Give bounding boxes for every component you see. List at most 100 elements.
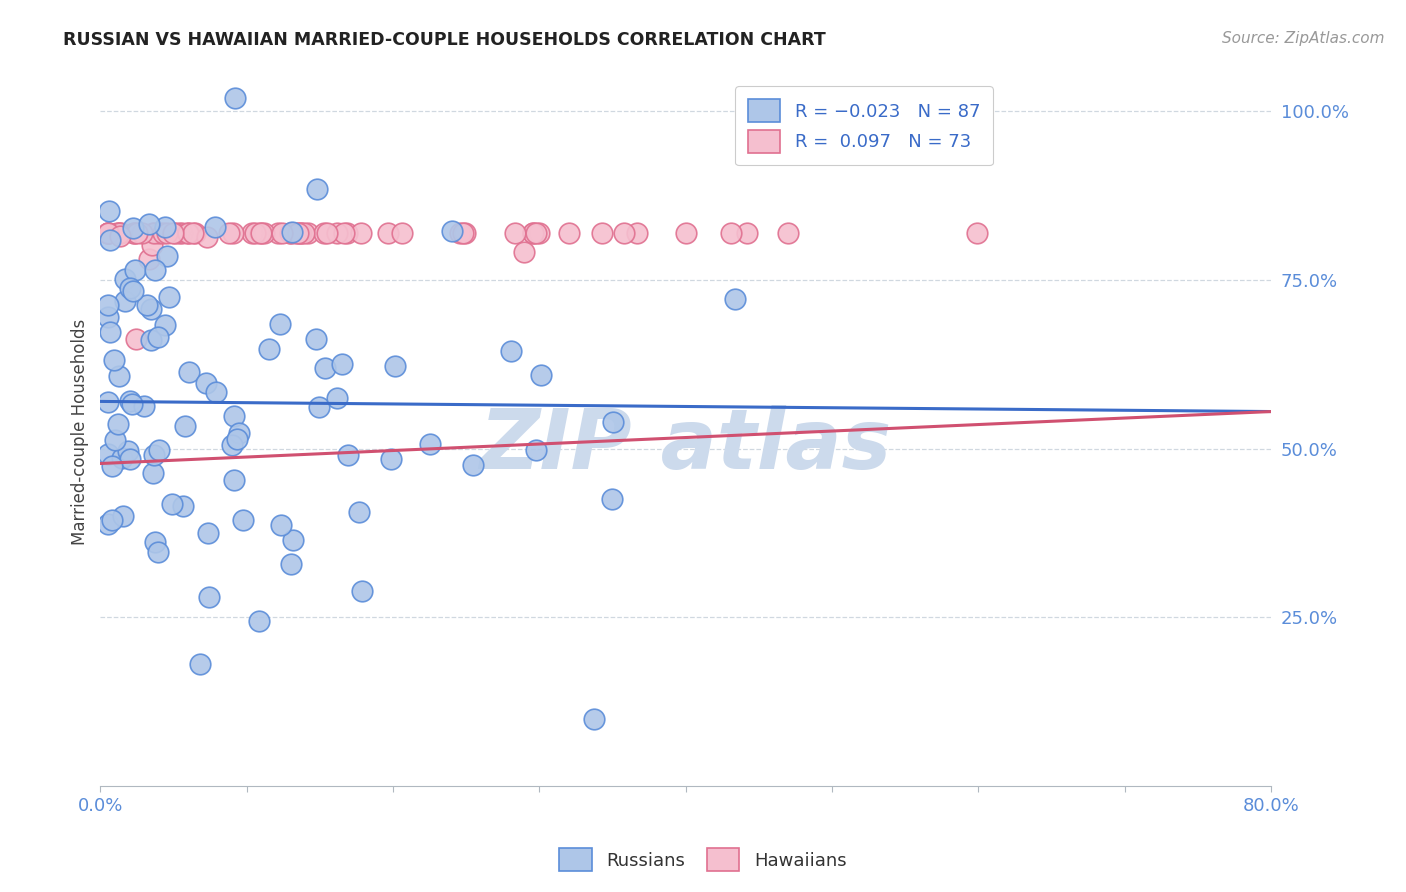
Point bbox=[108, 226, 131, 240]
Point bbox=[222, 226, 245, 240]
Point bbox=[257, 342, 280, 356]
Point bbox=[139, 301, 162, 316]
Point bbox=[529, 226, 551, 240]
Point bbox=[419, 436, 441, 450]
Point bbox=[121, 397, 143, 411]
Point bbox=[228, 426, 250, 441]
Point bbox=[267, 226, 290, 240]
Point bbox=[602, 416, 624, 430]
Point bbox=[288, 226, 311, 240]
Point bbox=[111, 509, 134, 524]
Point bbox=[176, 226, 198, 240]
Point bbox=[449, 226, 471, 240]
Point bbox=[350, 226, 373, 240]
Point bbox=[118, 280, 141, 294]
Point bbox=[330, 357, 353, 371]
Point bbox=[143, 263, 166, 277]
Point bbox=[97, 226, 120, 240]
Point bbox=[105, 226, 128, 240]
Point bbox=[522, 226, 544, 240]
Point bbox=[305, 182, 328, 196]
Point bbox=[308, 401, 330, 415]
Point bbox=[280, 226, 302, 240]
Point bbox=[108, 368, 131, 383]
Point bbox=[198, 590, 221, 604]
Point bbox=[120, 452, 142, 467]
Point bbox=[179, 365, 201, 379]
Point bbox=[184, 226, 207, 240]
Point bbox=[98, 204, 121, 219]
Point bbox=[292, 226, 315, 240]
Point bbox=[97, 226, 120, 240]
Point bbox=[314, 226, 336, 240]
Point bbox=[558, 226, 581, 240]
Point bbox=[162, 497, 184, 511]
Point bbox=[281, 533, 304, 548]
Point bbox=[97, 310, 120, 324]
Point bbox=[454, 226, 477, 240]
Point bbox=[316, 226, 339, 240]
Point bbox=[110, 226, 132, 240]
Point bbox=[97, 394, 120, 409]
Point bbox=[377, 226, 399, 240]
Point bbox=[148, 442, 170, 457]
Point bbox=[142, 226, 165, 240]
Point bbox=[165, 226, 187, 240]
Point bbox=[326, 392, 349, 406]
Point bbox=[305, 332, 328, 346]
Point bbox=[143, 534, 166, 549]
Point bbox=[626, 226, 648, 240]
Point bbox=[138, 217, 160, 231]
Point bbox=[114, 294, 136, 309]
Point bbox=[177, 226, 200, 240]
Point bbox=[118, 394, 141, 409]
Point bbox=[148, 226, 170, 240]
Point bbox=[720, 226, 742, 240]
Legend: Russians, Hawaiians: Russians, Hawaiians bbox=[553, 841, 853, 879]
Point bbox=[139, 333, 162, 347]
Point bbox=[124, 263, 146, 277]
Point bbox=[326, 226, 349, 240]
Point bbox=[125, 332, 148, 346]
Point bbox=[121, 285, 143, 299]
Point bbox=[108, 228, 131, 243]
Point bbox=[146, 544, 169, 558]
Point bbox=[108, 226, 131, 240]
Point bbox=[391, 226, 413, 240]
Text: RUSSIAN VS HAWAIIAN MARRIED-COUPLE HOUSEHOLDS CORRELATION CHART: RUSSIAN VS HAWAIIAN MARRIED-COUPLE HOUSE… bbox=[63, 31, 825, 49]
Point bbox=[221, 438, 243, 452]
Point bbox=[253, 226, 276, 240]
Point bbox=[505, 226, 527, 240]
Point bbox=[97, 297, 120, 311]
Point bbox=[380, 452, 402, 467]
Point bbox=[522, 226, 544, 240]
Point bbox=[524, 443, 547, 458]
Point bbox=[156, 249, 179, 263]
Text: Source: ZipAtlas.com: Source: ZipAtlas.com bbox=[1222, 31, 1385, 46]
Point bbox=[104, 433, 127, 447]
Point bbox=[195, 230, 218, 244]
Point bbox=[197, 525, 219, 540]
Point bbox=[167, 226, 190, 240]
Point bbox=[333, 226, 356, 240]
Point bbox=[172, 499, 194, 513]
Point bbox=[98, 233, 121, 247]
Point bbox=[336, 226, 359, 240]
Point bbox=[280, 557, 302, 571]
Point bbox=[336, 448, 359, 462]
Text: ZIP atlas: ZIP atlas bbox=[479, 406, 891, 486]
Point bbox=[297, 226, 319, 240]
Point bbox=[281, 225, 304, 239]
Point bbox=[97, 226, 120, 240]
Point bbox=[290, 226, 312, 240]
Point bbox=[103, 352, 125, 367]
Point bbox=[204, 219, 226, 234]
Point bbox=[141, 237, 163, 252]
Point bbox=[314, 360, 336, 375]
Y-axis label: Married-couple Households: Married-couple Households bbox=[72, 318, 89, 545]
Point bbox=[134, 399, 156, 413]
Point bbox=[131, 226, 153, 240]
Point bbox=[723, 292, 745, 306]
Point bbox=[278, 226, 301, 240]
Point bbox=[232, 513, 254, 527]
